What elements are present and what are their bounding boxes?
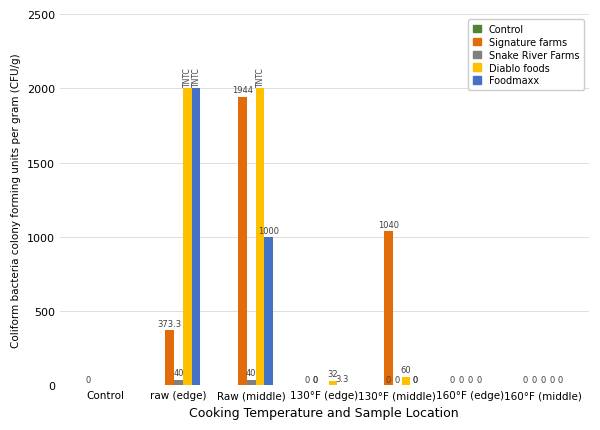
Bar bbox=[265, 237, 273, 386]
Y-axis label: Coliform bacteria colony forming units per gram (CFU/g): Coliform bacteria colony forming units p… bbox=[11, 53, 21, 347]
Bar bbox=[174, 380, 183, 386]
Text: 0: 0 bbox=[549, 375, 554, 384]
Text: 0: 0 bbox=[467, 375, 473, 384]
Text: 0: 0 bbox=[313, 375, 318, 384]
Text: 0: 0 bbox=[523, 375, 528, 384]
Text: 32: 32 bbox=[328, 370, 338, 378]
Bar bbox=[166, 330, 174, 386]
Text: 0: 0 bbox=[532, 375, 537, 384]
Bar bbox=[401, 377, 410, 386]
Bar bbox=[247, 380, 256, 386]
Text: 0: 0 bbox=[304, 375, 310, 384]
Text: 0: 0 bbox=[412, 375, 417, 384]
Text: 60: 60 bbox=[401, 366, 411, 375]
X-axis label: Cooking Temperature and Sample Location: Cooking Temperature and Sample Location bbox=[190, 406, 459, 419]
Text: 0: 0 bbox=[412, 375, 417, 384]
Bar bbox=[256, 89, 265, 386]
Text: 0: 0 bbox=[313, 375, 318, 384]
Text: 40: 40 bbox=[246, 369, 257, 378]
Text: 0: 0 bbox=[386, 375, 391, 384]
Text: 0: 0 bbox=[541, 375, 545, 384]
Text: 0: 0 bbox=[458, 375, 464, 384]
Text: 1000: 1000 bbox=[259, 226, 280, 235]
Bar bbox=[384, 231, 393, 386]
Text: 40: 40 bbox=[173, 369, 184, 378]
Text: 0: 0 bbox=[85, 375, 91, 384]
Text: TNTC: TNTC bbox=[183, 67, 192, 87]
Bar bbox=[183, 89, 191, 386]
Text: 3.3: 3.3 bbox=[335, 374, 349, 383]
Bar bbox=[191, 89, 200, 386]
Text: 1040: 1040 bbox=[378, 220, 399, 229]
Bar bbox=[337, 385, 346, 386]
Legend: Control, Signature farms, Snake River Farms, Diablo foods, Foodmaxx: Control, Signature farms, Snake River Fa… bbox=[468, 20, 584, 91]
Bar bbox=[238, 98, 247, 386]
Text: 0: 0 bbox=[476, 375, 481, 384]
Text: TNTC: TNTC bbox=[256, 67, 265, 87]
Text: 0: 0 bbox=[395, 375, 400, 384]
Text: 373.3: 373.3 bbox=[158, 319, 182, 328]
Text: TNTC: TNTC bbox=[191, 67, 200, 87]
Text: 1944: 1944 bbox=[232, 86, 253, 95]
Text: 0: 0 bbox=[450, 375, 455, 384]
Text: 0: 0 bbox=[558, 375, 563, 384]
Bar bbox=[329, 381, 337, 386]
